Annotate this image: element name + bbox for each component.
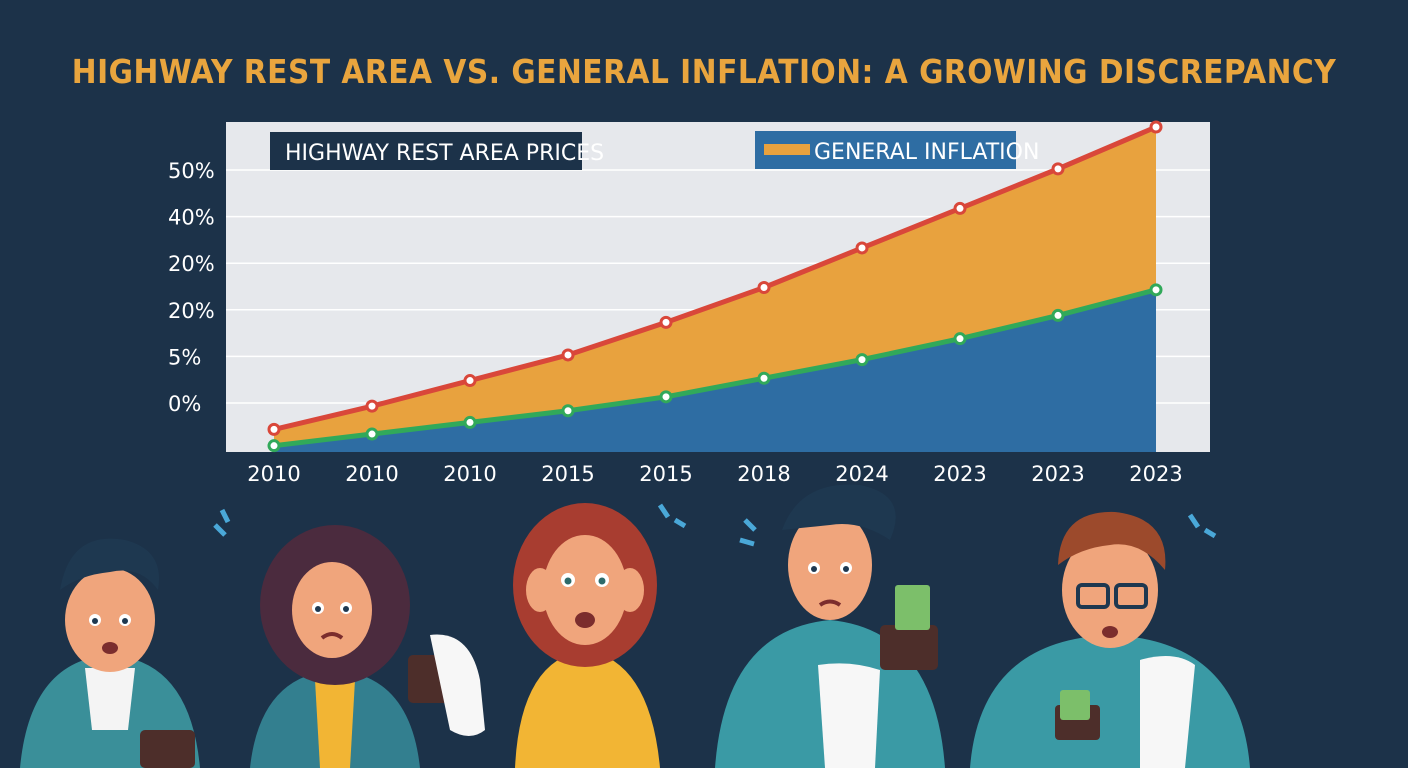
- y-tick-label: 20%: [168, 299, 215, 323]
- legend-swatch-inflation: [764, 144, 810, 155]
- legend-label-inflation: GENERAL INFLATION: [814, 140, 1039, 165]
- chart-title: HIGHWAY REST AREA VS. GENERAL INFLATION:…: [71, 52, 1337, 91]
- worried-person-icon: [715, 484, 945, 768]
- point-general-inflation: [561, 404, 575, 418]
- point-general-inflation: [855, 353, 869, 367]
- point-rest-area-prices: [267, 422, 281, 436]
- y-tick-label: 5%: [168, 345, 201, 369]
- x-tick-label: 2010: [443, 462, 496, 486]
- point-rest-area-prices: [463, 374, 477, 388]
- point-general-inflation: [757, 371, 771, 385]
- x-tick-label: 2010: [345, 462, 398, 486]
- y-tick-label: 0%: [168, 392, 201, 416]
- x-tick-label: 2024: [835, 462, 888, 486]
- x-tick-label: 2015: [541, 462, 594, 486]
- y-tick-label: 50%: [168, 159, 215, 183]
- point-general-inflation: [1051, 308, 1065, 322]
- point-general-inflation: [365, 427, 379, 441]
- point-rest-area-prices: [953, 201, 967, 215]
- y-tick-label: 40%: [168, 206, 215, 230]
- point-general-inflation: [267, 439, 281, 453]
- x-tick-label: 2023: [933, 462, 986, 486]
- point-rest-area-prices: [365, 399, 379, 413]
- worried-person-icon: [213, 508, 485, 768]
- point-rest-area-prices: [757, 281, 771, 294]
- point-rest-area-prices: [1051, 162, 1065, 176]
- point-rest-area-prices: [1149, 120, 1163, 134]
- worried-people-illustration: [20, 484, 1250, 768]
- y-tick-label: 20%: [168, 252, 215, 276]
- worried-person-icon: [970, 511, 1250, 768]
- point-general-inflation: [463, 415, 477, 429]
- area-chart: 50% 40% 20% 20% 5% 0% 2010 2010 2010 2015 2015 2018…: [168, 120, 1210, 486]
- x-tick-label: 2023: [1129, 462, 1182, 486]
- x-tick-label: 2018: [737, 462, 790, 486]
- point-rest-area-prices: [659, 315, 673, 329]
- point-general-inflation: [953, 332, 967, 346]
- legend-label-rest-area: HIGHWAY REST AREA PRICES: [285, 141, 604, 166]
- worried-person-icon: [20, 538, 200, 768]
- point-rest-area-prices: [561, 348, 575, 362]
- area-rest-area-prices: [274, 127, 1156, 446]
- legend-box-rest-area: [270, 132, 582, 170]
- point-rest-area-prices: [855, 241, 869, 255]
- line-general-inflation: [273, 287, 1157, 449]
- worried-person-icon: [513, 503, 687, 768]
- area-general-inflation: [274, 289, 1156, 452]
- x-tick-label: 2015: [639, 462, 692, 486]
- point-general-inflation: [659, 390, 673, 404]
- line-rest-area-prices: [273, 124, 1157, 432]
- x-tick-label: 2010: [247, 462, 300, 486]
- point-general-inflation: [1149, 283, 1163, 297]
- x-tick-label: 2023: [1031, 462, 1084, 486]
